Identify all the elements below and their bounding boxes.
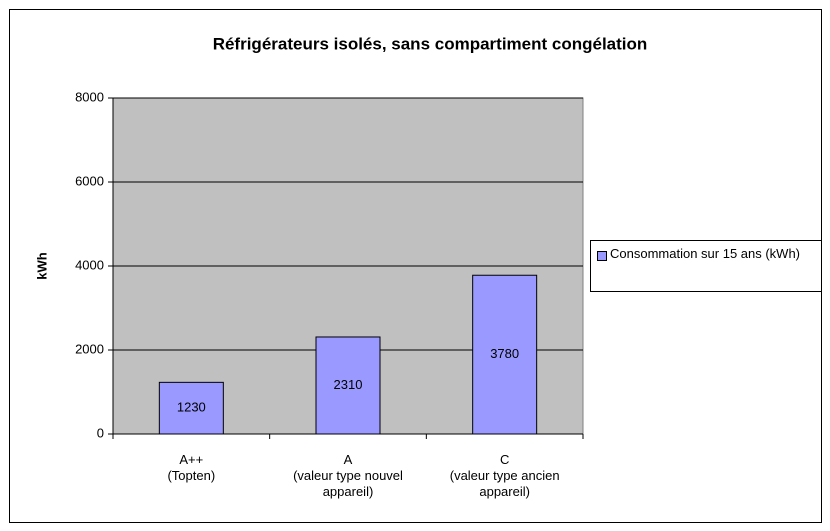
legend-label: Consommation sur 15 ans (kWh) bbox=[610, 246, 801, 261]
legend-swatch bbox=[597, 251, 607, 261]
bar bbox=[315, 336, 381, 435]
data-label: 1230 bbox=[177, 400, 206, 415]
bar bbox=[472, 274, 538, 435]
chart-title: Réfrigérateurs isolés, sans compartiment… bbox=[213, 34, 648, 53]
y-tick-label: 8000 bbox=[75, 89, 104, 104]
y-axis-label: kWh bbox=[34, 252, 49, 280]
y-tick-label: 0 bbox=[97, 425, 104, 440]
x-tick-label: A (valeur type nouvel appareil) bbox=[293, 452, 403, 499]
x-tick-label: C (valeur type ancien appareil) bbox=[449, 452, 560, 499]
data-label: 3780 bbox=[490, 346, 519, 361]
y-tick-label: 4000 bbox=[75, 257, 104, 272]
x-tick-label: A++ (Topten) bbox=[167, 452, 216, 483]
legend: Consommation sur 15 ans (kWh) bbox=[590, 240, 822, 292]
y-tick-label: 6000 bbox=[75, 173, 104, 188]
bar bbox=[158, 381, 224, 435]
y-tick-label: 2000 bbox=[75, 341, 104, 356]
data-label: 2310 bbox=[334, 377, 363, 392]
